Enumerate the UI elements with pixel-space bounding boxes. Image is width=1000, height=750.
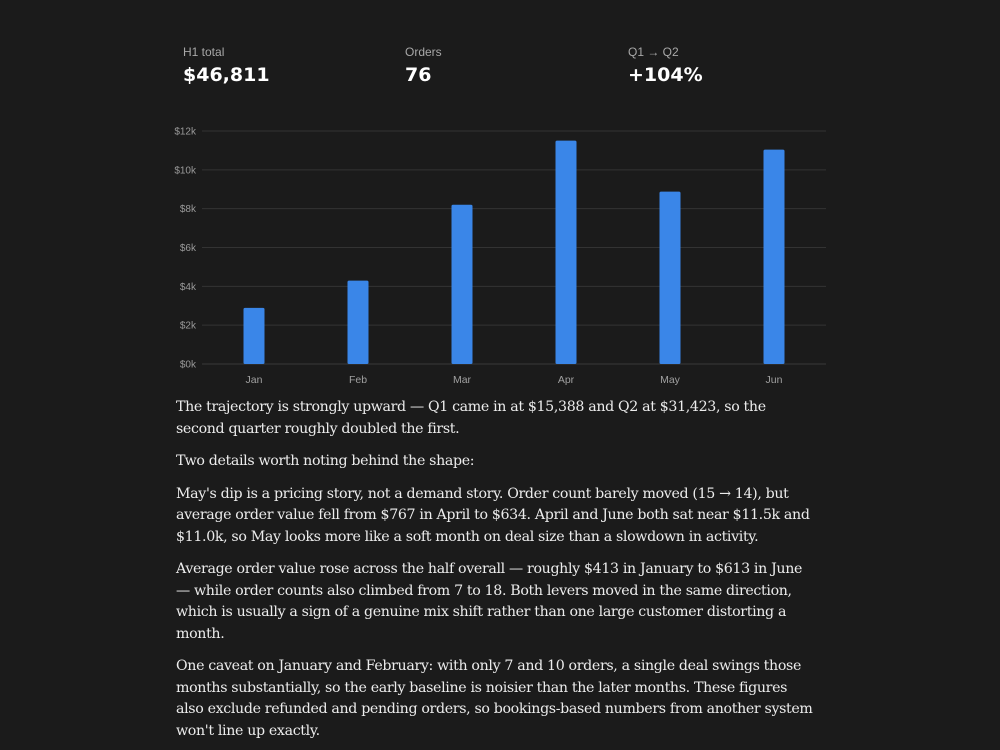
commentary-paragraph: The trajectory is strongly upward — Q1 c… bbox=[176, 399, 766, 437]
monthly-revenue-bar-chart: $0k$2k$4k$6k$8k$10k$12k Jan Feb Mar Apr May J… bbox=[174, 127, 826, 386]
stat-label: Orders bbox=[405, 45, 442, 59]
bar-mar bbox=[451, 204, 473, 364]
commentary-paragraph: May's dip is a pricing story, not a dema… bbox=[176, 485, 810, 545]
stat-h1-total: H1 total $46,811 bbox=[183, 44, 270, 88]
commentary-paragraph: One caveat on January and February: with… bbox=[176, 658, 813, 739]
y-tick-label: $4k bbox=[180, 282, 197, 293]
bar-jun bbox=[763, 149, 785, 364]
stat-value: $46,811 bbox=[183, 64, 270, 86]
stat-q1-q2-change: Q1 → Q2 +104% bbox=[628, 44, 703, 88]
x-tick-label: May bbox=[660, 374, 681, 386]
summary-stats: H1 total $46,811 Orders 76 Q1 → Q2 +104% bbox=[183, 44, 843, 88]
commentary-paragraph: Two details worth noting behind the shap… bbox=[176, 453, 475, 469]
bar-feb bbox=[347, 280, 369, 364]
bars bbox=[243, 140, 785, 364]
y-tick-label: $10k bbox=[174, 165, 197, 176]
x-axis-ticks: Jan Feb Mar Apr May Jun bbox=[246, 374, 783, 386]
stat-label: Q1 → Q2 bbox=[628, 45, 679, 59]
y-axis-ticks: $0k $2k $4k $6k $8k $10k $12k bbox=[174, 127, 197, 371]
y-tick-label: $12k bbox=[174, 127, 197, 138]
y-tick-label: $2k bbox=[180, 321, 197, 332]
x-tick-label: Feb bbox=[349, 374, 367, 386]
x-tick-label: Jun bbox=[766, 374, 783, 386]
x-tick-label: Mar bbox=[453, 374, 472, 386]
commentary: The trajectory is strongly upward — Q1 c… bbox=[176, 397, 816, 750]
y-tick-label: $8k bbox=[180, 204, 197, 215]
y-tick-label: $6k bbox=[180, 243, 197, 254]
x-tick-label: Apr bbox=[558, 374, 575, 386]
x-tick-label: Jan bbox=[246, 374, 263, 386]
stat-value: +104% bbox=[628, 64, 703, 86]
y-tick-label: $0k bbox=[180, 360, 197, 371]
stat-label: H1 total bbox=[183, 45, 225, 59]
bar-jan bbox=[243, 307, 265, 364]
commentary-paragraph: Average order value rose across the half… bbox=[176, 561, 803, 642]
stat-value: 76 bbox=[405, 64, 432, 86]
bar-may bbox=[659, 191, 681, 364]
stat-orders: Orders 76 bbox=[405, 44, 442, 88]
gridlines bbox=[202, 130, 826, 365]
bar-apr bbox=[555, 140, 577, 364]
